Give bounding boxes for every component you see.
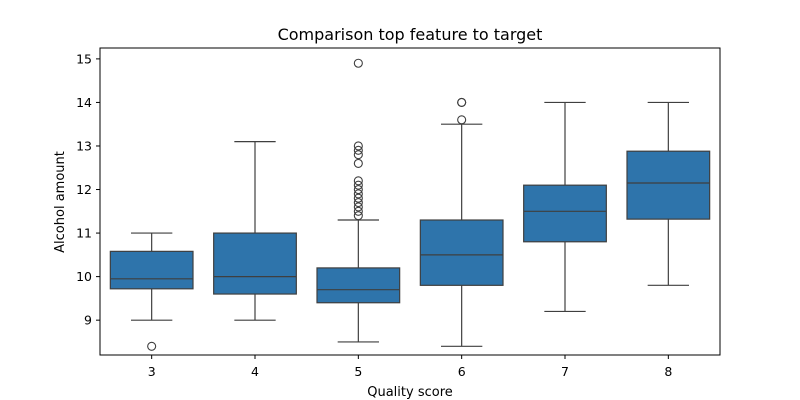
outlier-q5-13 — [353, 58, 363, 68]
outlier-q5-12 — [353, 141, 363, 151]
outlier-q3-0 — [147, 341, 157, 351]
y-tick-label-15: 15 — [76, 51, 92, 66]
chart-title: Comparison top feature to target — [278, 25, 543, 44]
y-tick-label-12: 12 — [76, 182, 92, 197]
x-tick-label-q7: 7 — [561, 364, 569, 379]
outlier-q5-7 — [353, 180, 363, 190]
y-axis-label: Alcohol amount — [53, 151, 68, 253]
y-tick-label-13: 13 — [76, 138, 92, 153]
x-tick-label-q5: 5 — [354, 364, 362, 379]
outlier-q5-5 — [353, 189, 363, 199]
box-q4 — [213, 232, 297, 295]
box-q7 — [523, 184, 607, 243]
y-tick-label-11: 11 — [76, 226, 92, 241]
outlier-q5-1 — [353, 206, 363, 216]
x-tick-label-q4: 4 — [251, 364, 259, 379]
outlier-q6-2 — [457, 97, 467, 107]
outlier-q5-3 — [353, 198, 363, 208]
box-q8 — [626, 150, 711, 220]
x-tick-label-q8: 8 — [664, 364, 672, 379]
box-q5 — [316, 267, 401, 304]
box-q3 — [109, 250, 194, 290]
plot-frame — [99, 47, 721, 356]
x-axis-label: Quality score — [367, 385, 453, 400]
outlier-q6-0 — [457, 115, 467, 125]
outlier-q5-10 — [353, 150, 363, 160]
y-tick-label-10: 10 — [76, 269, 92, 284]
x-tick-label-q6: 6 — [458, 364, 466, 379]
outlier-q5-4 — [353, 193, 363, 203]
box-q6 — [419, 219, 504, 286]
outlier-q5-9 — [353, 158, 363, 168]
outlier-q5-0 — [353, 211, 363, 221]
outlier-q5-11 — [353, 145, 363, 155]
outlier-q5-6 — [353, 184, 363, 195]
x-tick-label-q3: 3 — [148, 364, 156, 379]
y-tick-label-9: 9 — [84, 313, 92, 328]
outlier-q5-8 — [353, 176, 363, 186]
y-tick-label-14: 14 — [76, 95, 92, 110]
outlier-q5-2 — [353, 202, 363, 212]
